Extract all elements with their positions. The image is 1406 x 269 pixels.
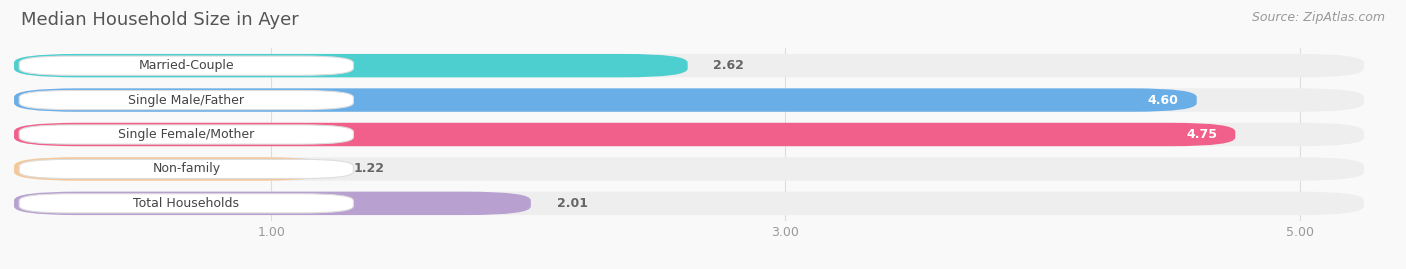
FancyBboxPatch shape xyxy=(14,123,1364,146)
FancyBboxPatch shape xyxy=(14,54,688,77)
FancyBboxPatch shape xyxy=(14,88,1364,112)
FancyBboxPatch shape xyxy=(20,90,353,110)
FancyBboxPatch shape xyxy=(14,192,1364,215)
FancyBboxPatch shape xyxy=(20,159,353,179)
Text: Single Female/Mother: Single Female/Mother xyxy=(118,128,254,141)
Text: 4.75: 4.75 xyxy=(1187,128,1218,141)
FancyBboxPatch shape xyxy=(20,56,353,75)
FancyBboxPatch shape xyxy=(14,88,1197,112)
FancyBboxPatch shape xyxy=(14,192,531,215)
FancyBboxPatch shape xyxy=(14,54,1364,77)
Text: Non-family: Non-family xyxy=(152,162,221,175)
Text: Married-Couple: Married-Couple xyxy=(139,59,235,72)
Text: 1.22: 1.22 xyxy=(353,162,384,175)
Text: 4.60: 4.60 xyxy=(1147,94,1178,107)
Text: Total Households: Total Households xyxy=(134,197,239,210)
FancyBboxPatch shape xyxy=(20,125,353,144)
Text: Source: ZipAtlas.com: Source: ZipAtlas.com xyxy=(1251,11,1385,24)
FancyBboxPatch shape xyxy=(14,157,1364,181)
FancyBboxPatch shape xyxy=(14,157,328,181)
Text: Median Household Size in Ayer: Median Household Size in Ayer xyxy=(21,11,299,29)
Text: 2.62: 2.62 xyxy=(713,59,744,72)
Text: 2.01: 2.01 xyxy=(557,197,588,210)
Text: Single Male/Father: Single Male/Father xyxy=(128,94,245,107)
FancyBboxPatch shape xyxy=(20,194,353,213)
FancyBboxPatch shape xyxy=(14,123,1236,146)
